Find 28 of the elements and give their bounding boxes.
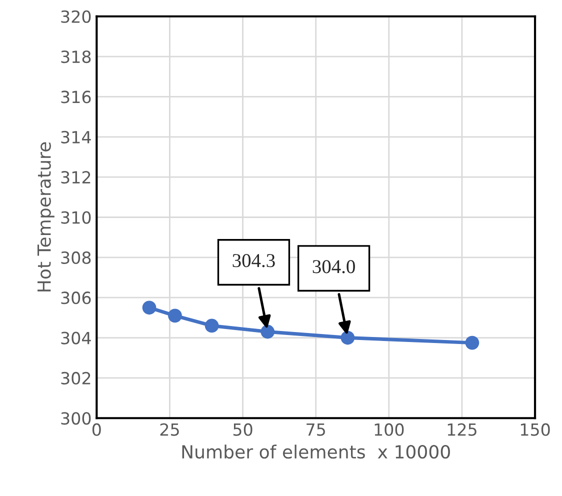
y-axis-title: Hot Temperature (38, 142, 54, 292)
y-tick-label: 314 (61, 130, 91, 144)
y-tick-label: 308 (61, 251, 91, 264)
x-tick-label: 150 (520, 423, 550, 436)
y-tick-label: 302 (61, 372, 90, 385)
y-tick-label: 304 (61, 332, 91, 344)
y-tick-label: 300 (61, 412, 91, 425)
point (142, 300, 156, 315)
x-axis-title: Number of elements x 10000 (182, 444, 450, 459)
y-tick-label: 312 (61, 171, 90, 184)
x-tick-label: 75 (306, 424, 325, 436)
x-tick-label: 50 (233, 423, 252, 436)
y-tick-label: 310 (61, 211, 91, 224)
x-tick-label: 100 (374, 423, 404, 436)
y-tick-label: 318 (61, 50, 91, 64)
x-tick-label: 25 (160, 423, 179, 436)
point (260, 324, 275, 339)
point (168, 308, 182, 323)
annotation: 304.3 (232, 254, 275, 268)
annotation: 304.0 (312, 260, 355, 274)
x-tick-label: 0 (92, 423, 101, 436)
point (204, 318, 219, 333)
y-tick-label: 316 (61, 90, 91, 104)
point (465, 336, 480, 350)
x-tick-label: 125 (448, 423, 476, 436)
y-tick-label: 320 (61, 10, 91, 23)
y-tick-label: 306 (61, 292, 91, 304)
point (340, 330, 355, 345)
